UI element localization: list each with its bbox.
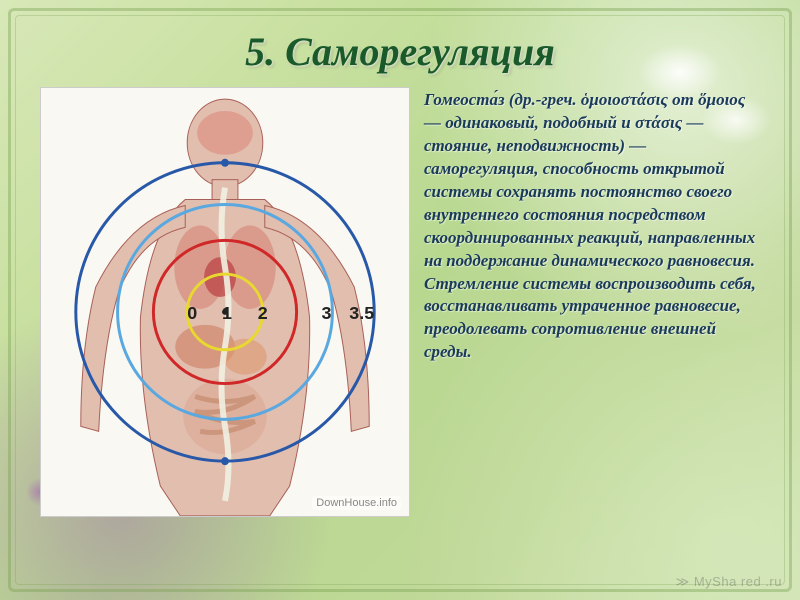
- content-row: 0 1 2 3 3.5 DownHouse.info Гомеоста́з (др.-г…: [40, 87, 760, 517]
- slide-title: 5. Саморегуляция: [40, 28, 760, 75]
- figure-watermark: DownHouse.info: [312, 496, 401, 510]
- svg-text:3: 3: [321, 303, 331, 323]
- slide-content: 5. Саморегуляция: [0, 0, 800, 600]
- svg-text:1: 1: [222, 303, 232, 323]
- svg-text:2: 2: [258, 303, 268, 323]
- svg-text:3.5: 3.5: [349, 303, 374, 323]
- anatomy-figure: 0 1 2 3 3.5 DownHouse.info: [40, 87, 410, 517]
- anatomy-svg: 0 1 2 3 3.5: [41, 88, 409, 516]
- body-text: Гомеоста́з (др.-греч. ὁμοιοστάσις от ὅμο…: [424, 87, 760, 364]
- svg-text:0: 0: [187, 303, 197, 323]
- slide-watermark: ≫ MySha red .ru: [676, 574, 782, 590]
